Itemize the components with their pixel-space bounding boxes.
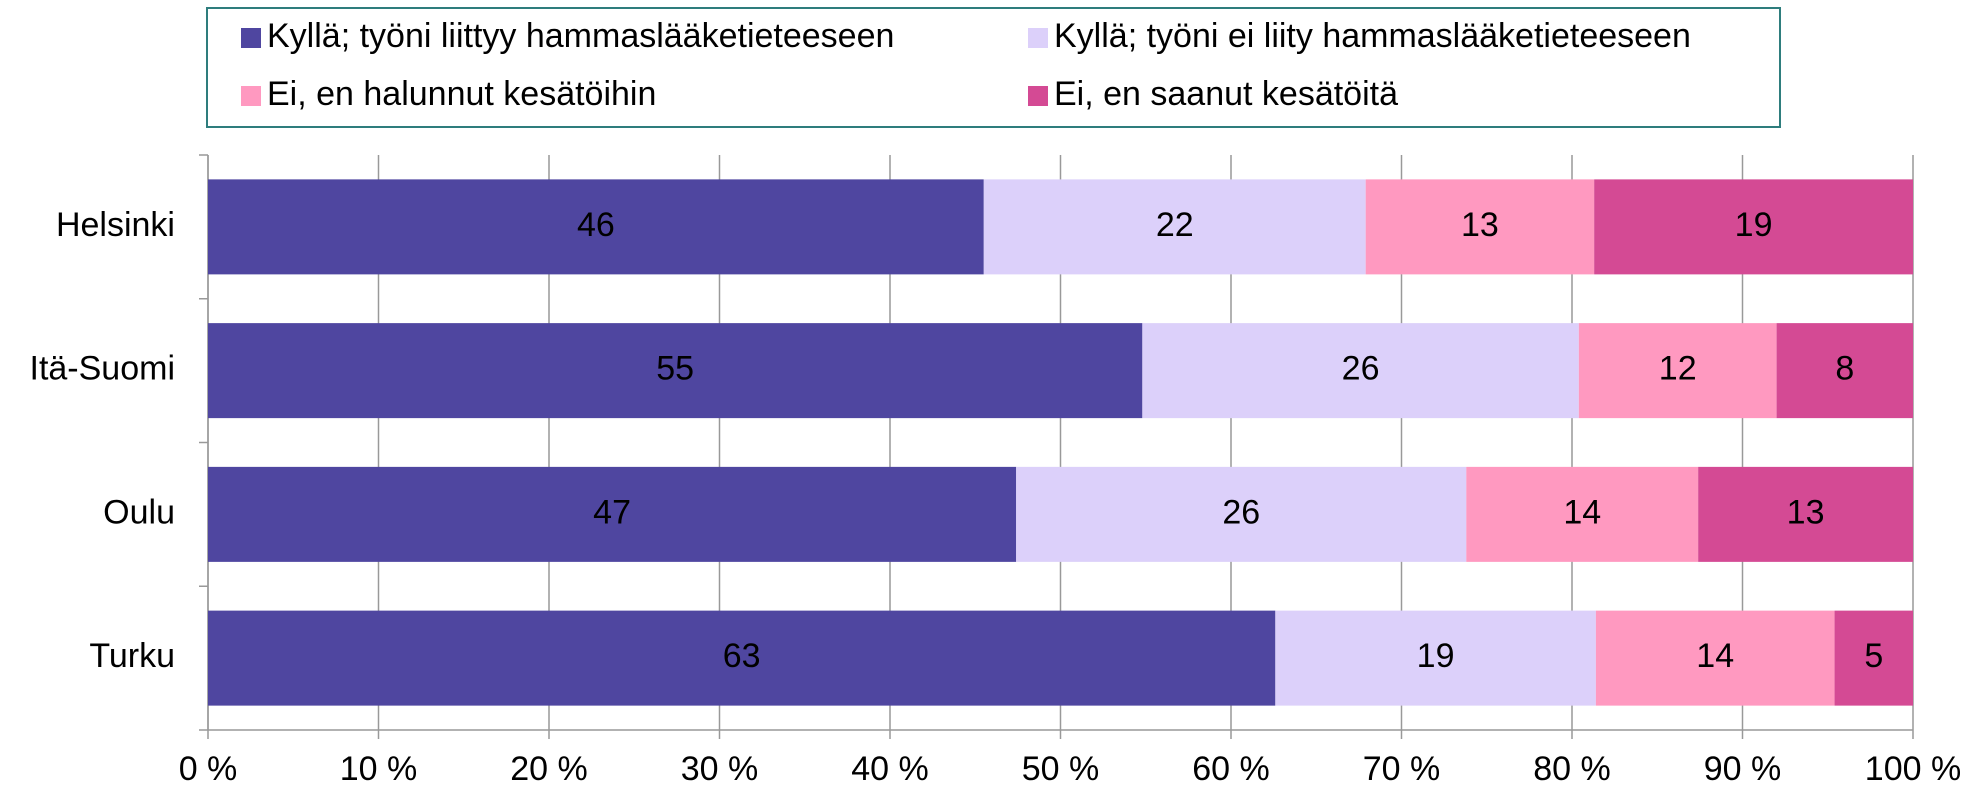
bar-segment: [1834, 610, 1913, 706]
x-tick-label: 0 %: [179, 750, 238, 787]
legend-swatch: [241, 28, 261, 48]
data-label: 14: [1563, 493, 1601, 531]
bar-segment: [1365, 179, 1595, 275]
y-tick-label: Itä-Suomi: [30, 350, 176, 388]
data-label: 26: [1222, 493, 1260, 531]
data-label: 55: [656, 350, 694, 388]
x-tick-label: 50 %: [1022, 750, 1100, 787]
data-label: 46: [577, 206, 615, 244]
y-tick-label: Turku: [89, 637, 175, 675]
legend-label: Ei, en halunnut kesätöihin: [267, 75, 656, 113]
x-tick-label: 30 %: [681, 750, 759, 787]
data-label: 5: [1864, 637, 1883, 675]
legend-label: Ei, en saanut kesätöitä: [1054, 75, 1398, 113]
legend-swatch: [1028, 28, 1048, 48]
x-tick-label: 100 %: [1865, 750, 1961, 787]
data-label: 22: [1156, 206, 1194, 244]
data-label: 12: [1659, 350, 1697, 388]
data-label: 19: [1735, 206, 1773, 244]
x-tick-label: 20 %: [510, 750, 588, 787]
data-label: 19: [1417, 637, 1455, 675]
x-tick-label: 40 %: [851, 750, 929, 787]
legend-label: Kyllä; työni ei liity hammaslääketietees…: [1054, 17, 1691, 55]
bar-segment: [1698, 466, 1913, 562]
data-label: 13: [1461, 206, 1499, 244]
x-tick-label: 60 %: [1192, 750, 1270, 787]
legend-label: Kyllä; työni liittyy hammaslääketieteese…: [267, 17, 894, 55]
bar-segment: [1275, 610, 1596, 706]
x-tick-label: 10 %: [340, 750, 418, 787]
bar-segment: [1776, 323, 1913, 419]
bar-segment: [1016, 466, 1467, 562]
x-tick-label: 80 %: [1533, 750, 1611, 787]
data-label: 26: [1342, 350, 1380, 388]
data-label: 13: [1787, 493, 1825, 531]
data-label: 47: [593, 493, 631, 531]
x-tick-label: 70 %: [1363, 750, 1441, 787]
bar-segment: [208, 323, 1143, 419]
data-label: 14: [1696, 637, 1734, 675]
bar-segment: [1578, 323, 1777, 419]
bar-segment: [983, 179, 1366, 275]
bar-segment: [208, 610, 1276, 706]
bar-segment: [1595, 610, 1835, 706]
bar-segment: [208, 179, 984, 275]
y-tick-label: Oulu: [103, 493, 175, 531]
data-label: 63: [723, 637, 761, 675]
bar-segment: [208, 466, 1017, 562]
bar-segment: [1466, 466, 1699, 562]
legend-box: [206, 7, 1781, 128]
legend-swatch: [1028, 86, 1048, 106]
bar-segment: [1142, 323, 1579, 419]
data-label: 8: [1835, 350, 1854, 388]
legend-swatch: [241, 86, 261, 106]
y-tick-label: Helsinki: [56, 206, 175, 244]
bar-segment: [1594, 179, 1913, 275]
x-tick-label: 90 %: [1704, 750, 1782, 787]
